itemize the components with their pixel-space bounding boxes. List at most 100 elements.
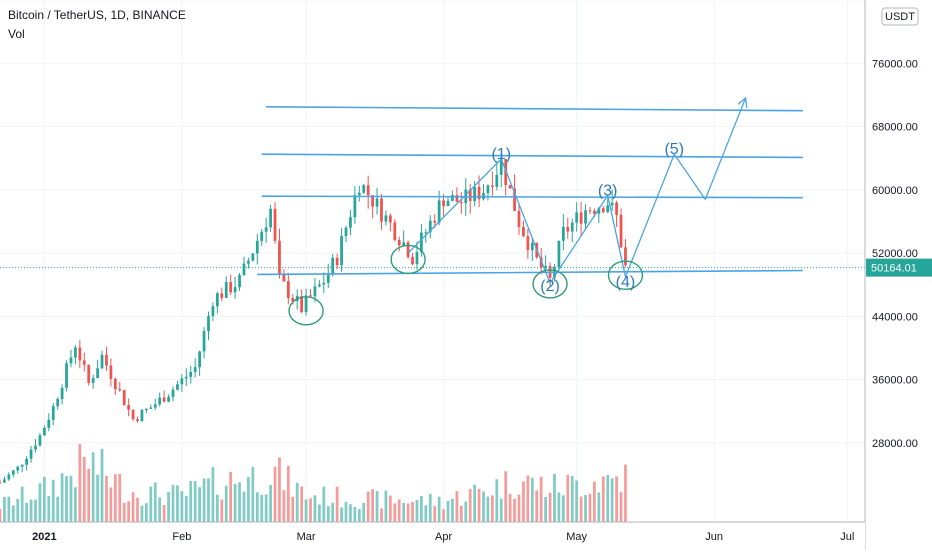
volume-bar [286, 465, 290, 522]
candle-body [575, 212, 579, 223]
volume-bar [291, 496, 295, 522]
wave-label[interactable]: (1) [491, 146, 511, 163]
volume-bar [47, 495, 51, 522]
volume-bar [264, 494, 268, 522]
candle-body [184, 376, 188, 379]
horizontal-line[interactable] [261, 153, 803, 159]
candle-body [566, 226, 570, 232]
candle-body [468, 189, 472, 202]
volume-bar [260, 494, 264, 522]
volume-bar [180, 491, 184, 522]
volume-bar [522, 481, 525, 522]
wave-label[interactable]: (3) [598, 182, 618, 199]
volume-bar [579, 496, 583, 522]
candle-body [304, 295, 308, 313]
volume-bar [198, 487, 201, 522]
candle-body [38, 435, 42, 446]
candle-body [198, 351, 201, 368]
volume-bar [189, 480, 193, 522]
candle-body [300, 296, 304, 313]
candle-body [264, 227, 268, 232]
volume-bar [25, 502, 28, 522]
volume-bar [51, 479, 55, 522]
volume-bar [380, 508, 383, 522]
volume-bar [16, 498, 20, 522]
candle-body [380, 198, 383, 222]
volume-bar [526, 475, 530, 522]
candle-body [286, 281, 290, 298]
volume-bar [344, 501, 348, 522]
price-tick-label: 76000.00 [872, 58, 918, 70]
symbol-title[interactable]: Bitcoin / TetherUS, 1D, BINANCE [8, 8, 186, 22]
volume-bar [100, 448, 104, 522]
price-tick-label: 68000.00 [872, 122, 918, 134]
volume-bar [375, 491, 379, 522]
candle-body [260, 231, 264, 241]
wave-label[interactable]: (5) [664, 141, 684, 158]
candle-body [193, 367, 197, 373]
circle-marker[interactable] [607, 260, 644, 290]
candle-body [508, 184, 512, 189]
candle-body [406, 242, 410, 257]
volume-bar [420, 495, 423, 522]
candle-body [593, 210, 596, 214]
volume-bar [593, 481, 596, 522]
wave-label[interactable]: (4) [616, 274, 636, 291]
candle-body [215, 293, 219, 307]
volume-bar [424, 505, 428, 522]
horizontal-line[interactable] [266, 105, 803, 112]
circle-marker[interactable] [390, 244, 426, 275]
volume-bar [610, 478, 614, 522]
wave-label[interactable]: (2) [540, 278, 560, 295]
volume-bar [619, 492, 623, 522]
horizontal-line[interactable] [261, 195, 803, 199]
candle-body [335, 257, 339, 266]
candle-body [149, 407, 153, 409]
volume-bar [499, 498, 503, 522]
volume-bar [158, 497, 162, 522]
candle-body [176, 384, 179, 390]
volume-bar [326, 506, 330, 522]
time-tick-label: Apr [435, 531, 452, 543]
volume-bar [78, 443, 82, 522]
wave-path[interactable] [407, 99, 745, 285]
price-tick-label: 44000.00 [872, 311, 918, 323]
volume-bar [340, 507, 343, 522]
candle-body [486, 185, 490, 194]
price-tick-label: 60000.00 [872, 185, 918, 197]
time-tick-label: May [566, 531, 587, 543]
time-axis[interactable]: 2021 Feb Mar Apr May Jun Jul [0, 521, 865, 550]
volume-bar [615, 476, 618, 522]
circle-marker[interactable] [288, 296, 324, 326]
candle-body [371, 195, 374, 207]
volume-bar [207, 478, 210, 522]
volume-bar [145, 503, 148, 522]
candle-body [601, 208, 605, 213]
candle-body [109, 365, 113, 379]
volume-bar [477, 488, 481, 522]
volume-bar [167, 491, 170, 522]
candle-body [588, 210, 592, 212]
candle-body [220, 293, 224, 298]
price-axis[interactable]: 28000.00 36000.00 44000.00 52000.00 60000.00… [864, 0, 932, 550]
candle-body [424, 232, 428, 234]
candle-body [318, 284, 321, 287]
volume-bar [504, 471, 508, 522]
currency-button[interactable] [881, 7, 919, 26]
volume-bar [468, 488, 472, 522]
volume-bar [0, 508, 2, 522]
candle-body [544, 265, 547, 268]
volume-bar [269, 485, 272, 522]
circle-marker[interactable] [532, 269, 568, 299]
volume-bar [491, 495, 494, 522]
volume-bar [388, 495, 392, 522]
horizontal-line[interactable] [257, 269, 803, 276]
volume-bar [561, 495, 565, 522]
volume-bar [393, 503, 397, 522]
volume-bar [136, 497, 139, 522]
volume-bar [335, 486, 339, 522]
volume-bar [566, 474, 570, 522]
candle-body [278, 240, 281, 275]
candle-body [504, 159, 508, 185]
